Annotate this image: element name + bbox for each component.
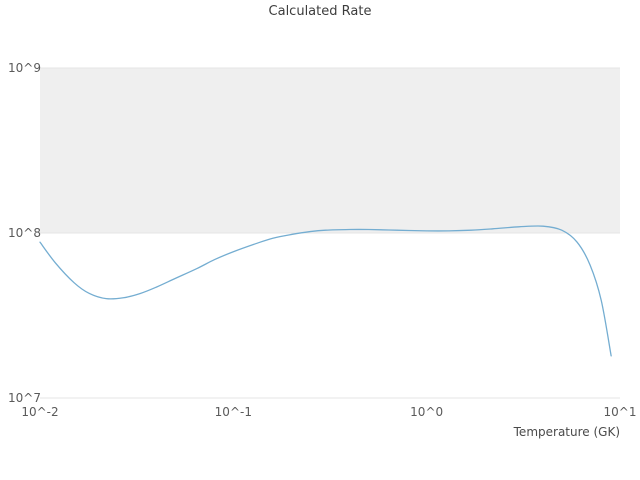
x-axis-title: Temperature (GK) [513,425,620,439]
x-tick-label: 10^-2 [21,405,59,419]
decade-band [40,68,620,233]
rate-line [39,225,612,357]
chart-title: Calculated Rate [268,4,372,19]
y-tick-label: 10^7 [8,391,41,405]
y-tick-label: 10^9 [8,61,41,75]
x-tick-label: 10^-1 [214,405,252,419]
x-tick-label: 10^0 [410,405,444,419]
y-tick-label: 10^8 [8,226,41,240]
x-tick-label: 10^1 [603,405,637,419]
